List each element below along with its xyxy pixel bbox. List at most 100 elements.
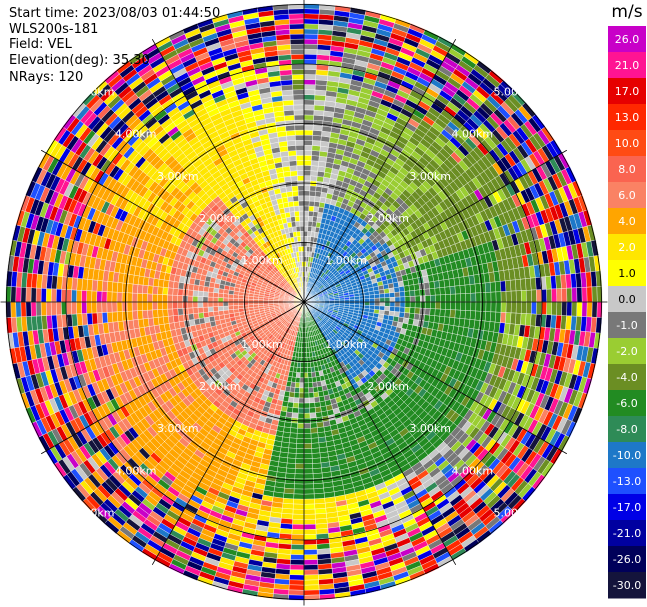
range-gate-cell [307,377,313,383]
range-gate-cell [303,448,313,454]
range-gate-cell [303,33,319,40]
range-gate-cell [310,427,318,434]
range-gate-cell [312,140,322,147]
range-gate-cell [288,589,305,596]
range-gate-cell [494,311,502,323]
range-gate-cell [289,564,305,571]
range-gate-cell [394,301,401,308]
range-gate-cell [303,38,318,45]
range-gate-cell [315,411,323,418]
range-gate-cell [311,452,321,459]
range-gate-cell [303,544,318,550]
range-gate-cell [384,301,391,307]
range-gate-cell [307,372,313,378]
range-gate-cell [309,402,316,409]
range-gate-cell [303,48,318,55]
range-gate-cell [303,493,315,500]
range-gate-cell [389,301,396,307]
range-gate-cell [303,150,313,156]
range-gate-cell [303,428,312,434]
range-gate-cell [308,200,315,207]
range-gate-cell [576,301,583,317]
range-gate-cell [316,380,323,388]
range-gate-cell [313,120,324,127]
range-gate-cell [303,215,309,222]
range-gate-cell [289,579,305,586]
range-gate-cell [308,397,315,404]
range-gate-cell [474,283,481,294]
range-gate-cell [313,104,325,112]
range-gate-cell [303,134,313,141]
range-gate-cell [369,301,375,306]
range-gate-cell [303,549,318,556]
range-gate-cell [290,554,305,561]
range-gate-cell [450,301,456,311]
range-gate-cell [404,307,411,314]
range-gate-cell [303,225,309,232]
range-gate-cell [308,215,314,222]
range-gate-cell [505,290,512,303]
range-gate-cell [296,428,305,434]
range-gate-cell [303,458,313,464]
range-gate-cell [293,498,305,505]
range-gate-cell [311,145,321,152]
range-gate-cell [296,433,305,439]
range-gate-cell [303,69,317,75]
range-gate-cell [310,170,318,177]
range-gate-cell [303,519,316,525]
range-gate-cell [311,371,317,378]
range-gate-cell [300,352,305,358]
range-gate-cell [290,544,305,550]
range-gate-cell [303,246,308,252]
range-gate-cell [303,43,318,50]
range-gate-cell [369,298,375,303]
range-gate-cell [414,295,421,303]
range-gate-cell [303,352,308,358]
range-gate-cell [374,297,381,303]
range-gate-cell [379,297,386,303]
range-gate-cell [283,487,295,495]
range-gate-cell [536,301,542,315]
range-gate-cell [307,367,312,373]
range-gate-cell [315,186,323,193]
range-gate-cell [303,109,315,116]
range-gate-cell [303,438,312,444]
range-gate-cell [414,307,421,315]
range-gate-cell [313,201,321,208]
range-gate-cell [303,155,312,161]
range-gate-cell [556,301,563,316]
range-gate-cell [394,291,401,298]
range-gate-cell [303,18,319,25]
range-gate-cell [290,549,305,556]
range-gate-cell [311,442,320,449]
range-gate-cell [364,301,370,306]
range-gate-cell [285,411,293,418]
range-gate-cell [303,13,320,20]
range-gate-cell [305,337,309,343]
range-gate-cell [290,427,298,434]
range-gate-cell [286,406,294,413]
range-gate-cell [449,285,456,295]
range-gate-cell [374,293,380,299]
range-gate-cell [384,292,391,298]
range-gate-cell [289,569,305,576]
range-gate-cell [311,447,321,454]
range-gate-cell [284,477,295,484]
range-gate-cell [581,287,588,303]
range-gate-cell [303,584,320,591]
range-gate-cell [484,311,492,322]
range-gate-cell [430,301,436,310]
range-gate-cell [285,467,296,474]
range-gate-cell [384,297,391,303]
range-gate-cell [303,236,308,242]
range-gate-cell [454,309,461,319]
range-gate-cell [404,290,411,297]
range-gate-cell [312,125,323,132]
range-gate-cell [303,79,316,85]
range-gate-cell [500,312,507,324]
range-gate-cell [292,503,305,510]
range-gate-cell [424,288,431,296]
range-gate-cell [311,155,320,162]
range-gate-cell [308,210,314,217]
